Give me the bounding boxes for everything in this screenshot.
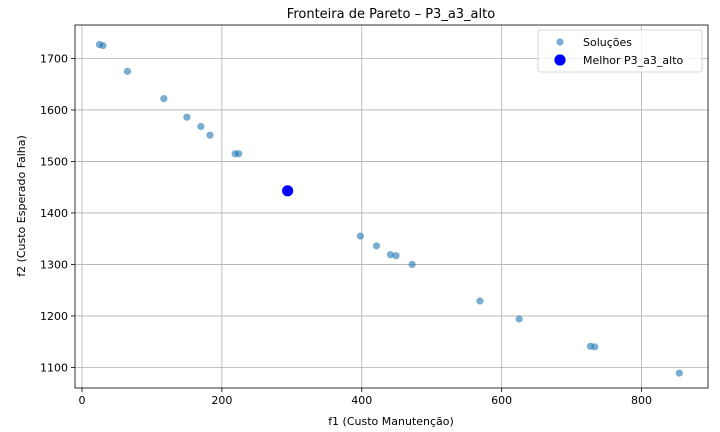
- x-tick-label: 800: [631, 394, 652, 407]
- solution-point: [591, 343, 599, 351]
- solution-point: [123, 67, 132, 75]
- solution-point: [206, 131, 214, 139]
- x-tick-label: 200: [211, 394, 232, 407]
- solution-point: [356, 232, 364, 240]
- legend-marker-solutions: [556, 38, 564, 46]
- plot-frame: [74, 24, 709, 389]
- chart-title: Fronteira de Pareto – P3_a3_alto: [287, 7, 495, 22]
- solution-point: [515, 315, 523, 323]
- x-tick-label: 600: [491, 394, 512, 407]
- legend: Soluções Melhor P3_a3_alto: [537, 29, 703, 73]
- y-tick-label: 1100: [40, 361, 68, 374]
- grid-lines: [75, 25, 708, 388]
- y-tick-label: 1700: [40, 52, 68, 65]
- best-solution-point: [282, 185, 294, 197]
- solution-point: [235, 150, 243, 158]
- y-tick-label: 1600: [40, 104, 68, 117]
- y-tick-label: 1500: [40, 155, 68, 168]
- solution-point: [386, 251, 395, 259]
- data-points: [95, 40, 683, 377]
- legend-label-best: Melhor P3_a3_alto: [583, 54, 684, 67]
- solution-point: [408, 260, 416, 269]
- solution-point: [197, 122, 205, 131]
- y-axis-label: f2 (Custo Esperado Falha): [15, 135, 28, 277]
- axis-ticks: 0 200 400 600 800 1100 1200 1300 1400 1500 1600 170…: [40, 52, 652, 407]
- solution-point: [392, 252, 400, 260]
- legend-marker-best: [554, 54, 566, 66]
- solution-point: [476, 297, 484, 305]
- y-tick-label: 1400: [40, 207, 68, 220]
- y-tick-label: 1300: [40, 258, 68, 271]
- solution-point: [160, 95, 168, 103]
- legend-box: [537, 29, 703, 73]
- x-tick-label: 0: [78, 394, 85, 407]
- legend-label-solutions: Soluções: [583, 36, 632, 49]
- solution-point: [183, 113, 191, 121]
- solution-point: [99, 41, 107, 50]
- x-axis-label: f1 (Custo Manutenção): [328, 415, 454, 428]
- solution-point: [675, 369, 683, 377]
- solution-point: [372, 242, 381, 250]
- x-tick-label: 400: [351, 394, 372, 407]
- y-tick-label: 1200: [40, 310, 68, 323]
